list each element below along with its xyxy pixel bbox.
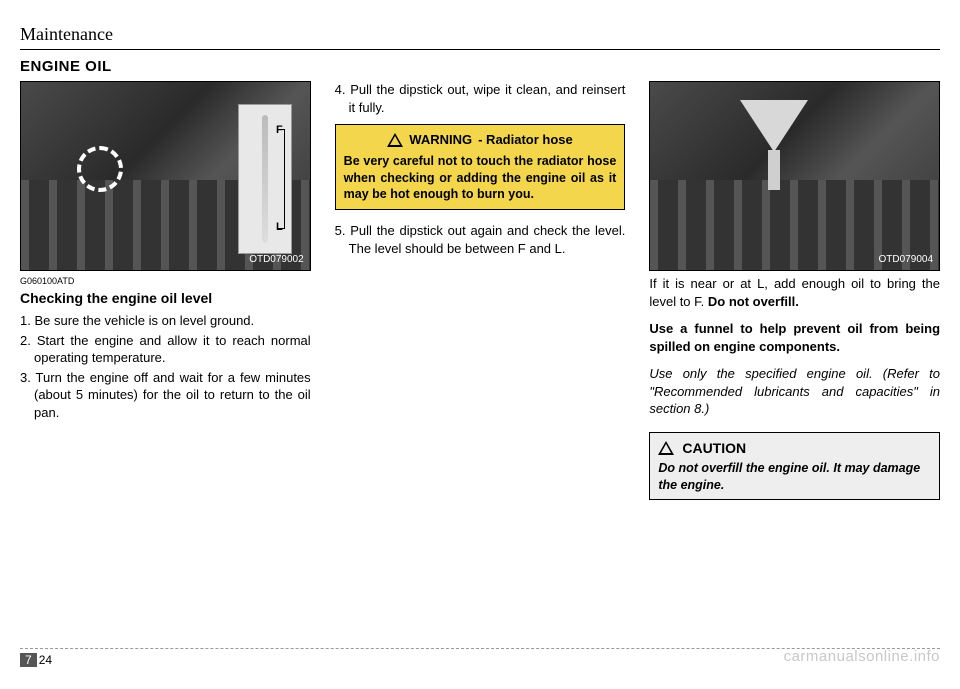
- section-title: ENGINE OIL: [20, 58, 940, 75]
- page-container: Maintenance ENGINE OIL F L OTD079002 G06…: [20, 0, 940, 500]
- column-2: 4. Pull the dipstick out, wipe it clean,…: [335, 81, 626, 500]
- figure-code: OTD079002: [249, 253, 303, 267]
- step-3: 3. Turn the engine off and wait for a fe…: [20, 369, 311, 422]
- column-3: OTD079004 If it is near or at L, add eno…: [649, 81, 940, 500]
- warning-triangle-icon: !: [387, 133, 403, 147]
- funnel-spout: [768, 150, 780, 190]
- para-spec-oil: Use only the specified engine oil. (Refe…: [649, 365, 940, 418]
- dipstick-highlight-circle: [77, 146, 123, 192]
- caution-head-text: CAUTION: [682, 439, 746, 458]
- caution-box: ! CAUTION Do not overfill the engine oil…: [649, 432, 940, 501]
- step-5: 5. Pull the dipstick out again and check…: [335, 222, 626, 257]
- warning-head-sub: - Radiator hose: [478, 131, 573, 149]
- dipstick-detail-inset: F L: [238, 104, 292, 254]
- para-overfill: If it is near or at L, add enough oil to…: [649, 275, 940, 310]
- dipstick-stick: [262, 115, 268, 243]
- caution-heading: ! CAUTION: [658, 439, 931, 458]
- para-overfill-b: Do not overfill.: [708, 294, 799, 309]
- step-2: 2. Start the engine and allow it to reac…: [20, 332, 311, 367]
- para-funnel: Use a funnel to help prevent oil from be…: [649, 320, 940, 355]
- funnel-icon: [740, 100, 808, 152]
- chapter-header: Maintenance: [20, 24, 940, 50]
- caution-body: Do not overfill the engine oil. It may d…: [658, 460, 931, 494]
- caution-triangle-icon: !: [658, 441, 674, 455]
- figure-funnel: OTD079004: [649, 81, 940, 271]
- footer-page-number: 24: [39, 653, 52, 667]
- step-4: 4. Pull the dipstick out, wipe it clean,…: [335, 81, 626, 116]
- dipstick-range-bracket: [277, 129, 285, 229]
- reference-code: G060100ATD: [20, 275, 311, 287]
- columns: F L OTD079002 G060100ATD Checking the en…: [20, 81, 940, 500]
- column-1: F L OTD079002 G060100ATD Checking the en…: [20, 81, 311, 500]
- warning-heading: ! WARNING - Radiator hose: [344, 131, 617, 149]
- warning-body: Be very careful not to touch the radiato…: [344, 153, 617, 204]
- watermark: carmanualsonline.info: [784, 648, 940, 665]
- subheading: Checking the engine oil level: [20, 289, 311, 308]
- figure-dipstick: F L OTD079002: [20, 81, 311, 271]
- warning-head-main: WARNING: [409, 131, 472, 149]
- figure-code-2: OTD079004: [879, 253, 933, 267]
- warning-box: ! WARNING - Radiator hose Be very carefu…: [335, 124, 626, 210]
- footer-section-number: 7: [20, 653, 37, 667]
- step-1: 1. Be sure the vehicle is on level groun…: [20, 312, 311, 330]
